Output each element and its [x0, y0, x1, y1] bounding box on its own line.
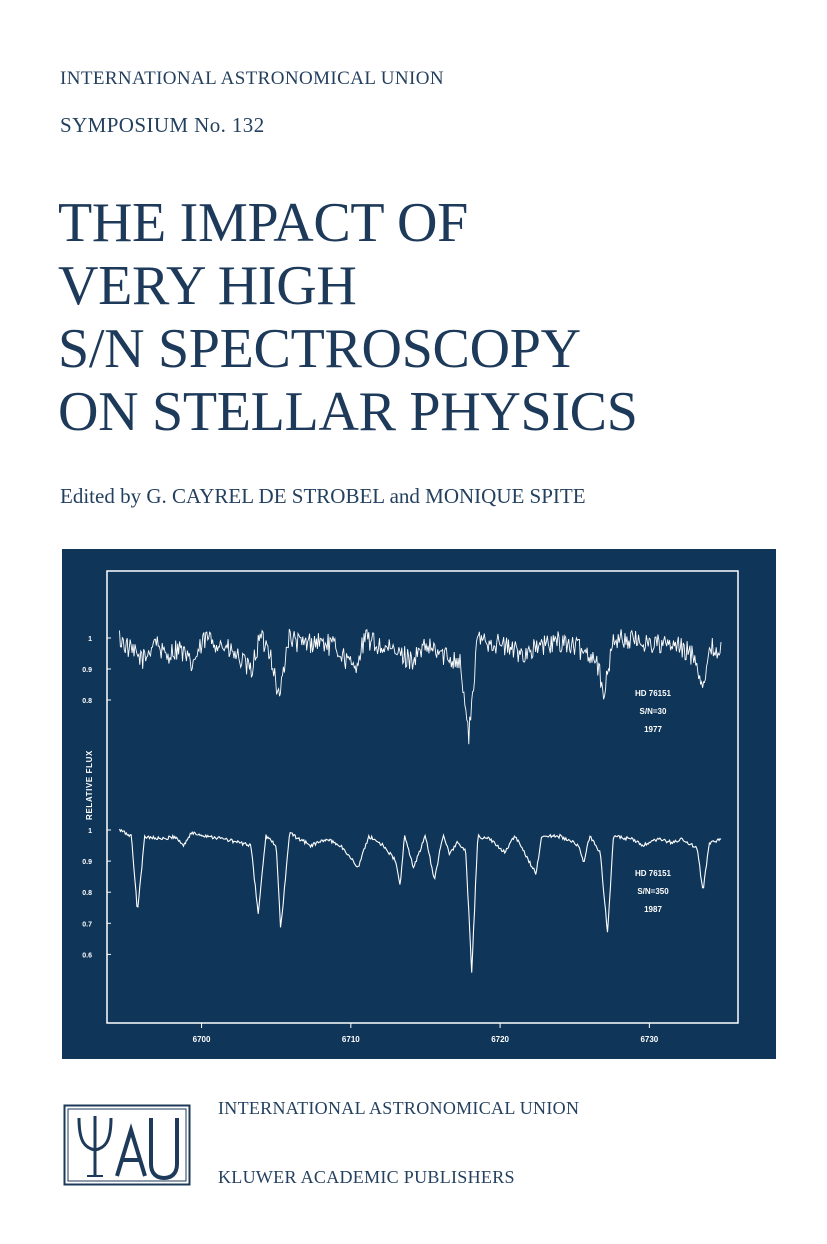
x-tick-label-3: 6730 [640, 1035, 658, 1044]
title-line-4: ON STELLAR PHYSICS [58, 381, 638, 443]
symposium-number: SYMPOSIUM No. 132 [60, 113, 265, 137]
spectrum-line-1 [119, 628, 722, 745]
y-tick-label-s1-4: 0.6 [82, 952, 92, 959]
book-title: THE IMPACT OF VERY HIGH S/N SPECTROSCOPY… [58, 192, 638, 444]
y-tick-label-s0-0: 1 [88, 636, 92, 643]
series-label-1-1: S/N=30 [640, 707, 667, 716]
plot-frame [106, 570, 739, 1024]
y-tick-label-s1-0: 1 [88, 828, 92, 835]
y-tick-label-s0-1: 0.9 [82, 667, 92, 674]
title-line-3: S/N SPECTROSCOPY [58, 318, 581, 380]
series-label-1-0: HD 76151 [635, 689, 672, 698]
spectrum-plate: 6700 6710 6720 6730 RELATIVE FLUX 1 0.9 0.8 HD 7… [62, 549, 776, 1059]
y-tick-label-s1-3: 0.7 [82, 921, 92, 928]
iau-logo-icon [63, 1104, 191, 1186]
series-name: INTERNATIONAL ASTRONOMICAL UNION [60, 68, 444, 89]
y-tick-label-s0-2: 0.8 [82, 698, 92, 705]
y-tick-label-s1-2: 0.8 [82, 890, 92, 897]
title-line-1: THE IMPACT OF [58, 192, 468, 254]
title-line-2: VERY HIGH [58, 255, 357, 317]
series-label-2-0: HD 76151 [635, 869, 672, 878]
series-label-2-1: S/N=350 [637, 887, 669, 896]
series-label-2-2: 1987 [644, 905, 662, 914]
x-tick-label-0: 6700 [193, 1035, 211, 1044]
y-tick-label-s1-1: 0.9 [82, 859, 92, 866]
editors-line: Edited by G. CAYREL DE STROBEL and MONIQ… [60, 484, 586, 508]
x-tick-label-2: 6720 [491, 1035, 509, 1044]
footer-publisher: KLUWER ACADEMIC PUBLISHERS [218, 1167, 515, 1187]
x-tick-label-1: 6710 [342, 1035, 360, 1044]
spectrum-chart: 6700 6710 6720 6730 RELATIVE FLUX 1 0.9 0.8 HD 7… [82, 570, 739, 1044]
y-axis-label: RELATIVE FLUX [85, 750, 94, 820]
footer-iau: INTERNATIONAL ASTRONOMICAL UNION [218, 1098, 580, 1118]
spectrum-line-2 [118, 828, 722, 973]
series-label-1-2: 1977 [644, 725, 662, 734]
